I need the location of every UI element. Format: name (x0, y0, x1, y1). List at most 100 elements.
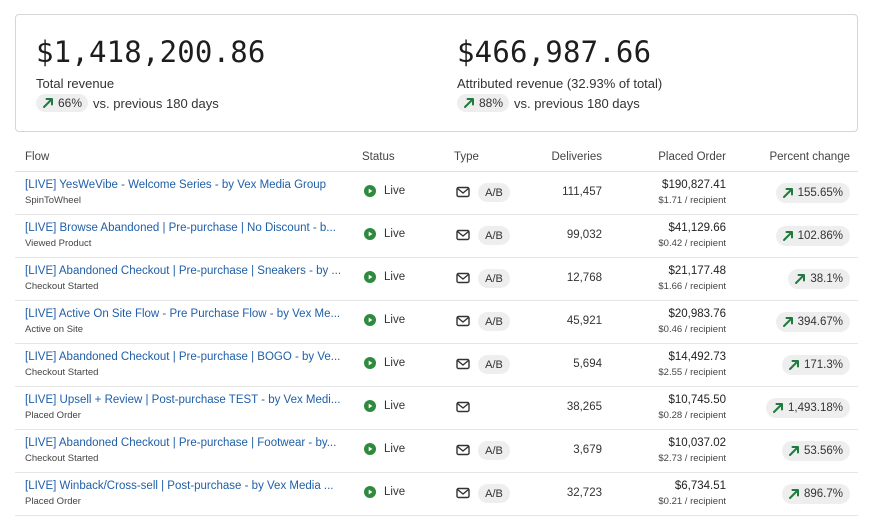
table-row[interactable]: [LIVE] Abandoned Checkout | Pre-purchase… (15, 344, 858, 387)
flow-name-link[interactable]: [LIVE] Active On Site Flow - Pre Purchas… (25, 308, 341, 320)
column-header-percent-change[interactable]: Percent change (769, 151, 850, 163)
attributed-revenue-label: Attributed revenue (32.93% of total) (457, 76, 663, 91)
flow-name-link[interactable]: [LIVE] Abandoned Checkout | Pre-purchase… (25, 265, 342, 277)
percent-change-badge: 896.7% (781, 484, 850, 504)
table-row[interactable]: [LIVE] YesWeVibe - Welcome Series - by V… (15, 172, 858, 215)
revenue-summary-card: $1,418,200.86 Total revenue 66% vs. prev… (15, 14, 858, 132)
email-icon (456, 401, 470, 413)
email-icon (456, 487, 470, 499)
flow-trigger: Checkout Started (25, 367, 99, 378)
per-recipient-value: $0.21 / recipient (658, 496, 726, 507)
ab-test-badge: A/B (478, 484, 510, 503)
play-circle-icon (364, 357, 376, 369)
percent-change-badge: 102.86% (775, 226, 850, 246)
change-badge: 66% (36, 94, 89, 112)
play-circle-icon (364, 314, 376, 326)
trend-up-arrow-icon (773, 403, 783, 413)
status-cell: Live (364, 185, 405, 197)
deliveries-value: 3,679 (573, 444, 602, 456)
play-circle-icon (364, 228, 376, 240)
placed-order-value: $10,037.02 (668, 437, 726, 449)
table-row[interactable]: [LIVE] Abandoned Checkout | Pre-purchase… (15, 258, 858, 301)
percent-change-cell: 102.86% (775, 226, 850, 247)
column-header-status[interactable]: Status (362, 151, 395, 163)
flow-name-link[interactable]: [LIVE] Abandoned Checkout | Pre-purchase… (25, 351, 341, 363)
attributed-revenue-change: 88% vs. previous 180 days (457, 94, 640, 112)
flow-trigger: Placed Order (25, 410, 81, 421)
table-row[interactable]: [LIVE] Winback/Cross-sell | Post-purchas… (15, 473, 858, 516)
email-icon (456, 358, 470, 370)
email-icon (456, 229, 470, 241)
flow-name-link[interactable]: [LIVE] YesWeVibe - Welcome Series - by V… (25, 179, 327, 191)
percent-change-cell: 394.67% (775, 312, 850, 333)
attributed-revenue-value: $466,987.66 (457, 35, 652, 69)
email-icon (456, 315, 470, 327)
status-text: Live (384, 185, 406, 197)
deliveries-value: 5,694 (573, 358, 602, 370)
ab-test-badge: A/B (478, 183, 510, 202)
status-text: Live (384, 443, 406, 455)
flow-name-link[interactable]: [LIVE] Winback/Cross-sell | Post-purchas… (25, 480, 334, 492)
percent-change-cell: 171.3% (781, 355, 850, 376)
flows-table: Flow Status Type Deliveries Placed Order… (15, 146, 858, 516)
deliveries-value: 38,265 (566, 401, 602, 413)
status-cell: Live (364, 400, 405, 412)
change-value: 66% (58, 96, 83, 110)
table-row[interactable]: [LIVE] Upsell + Review | Post-purchase T… (15, 387, 858, 430)
table-row[interactable]: [LIVE] Browse Abandoned | Pre-purchase |… (15, 215, 858, 258)
percent-change-badge: 394.67% (775, 312, 850, 332)
trend-up-arrow-icon (795, 274, 806, 284)
placed-order-value: $41,129.66 (668, 222, 726, 234)
percent-change-value: 155.65% (797, 187, 843, 199)
status-cell: Live (364, 357, 405, 369)
column-header-deliveries[interactable]: Deliveries (551, 151, 603, 163)
table-row[interactable]: [LIVE] Active On Site Flow - Pre Purchas… (15, 301, 858, 344)
table-row[interactable]: [LIVE] Abandoned Checkout | Pre-purchase… (15, 430, 858, 473)
trend-up-arrow-icon (782, 188, 793, 198)
trend-up-arrow-icon (464, 98, 474, 108)
status-text: Live (384, 486, 406, 498)
percent-change-cell: 53.56% (781, 441, 850, 462)
flow-name-link[interactable]: [LIVE] Upsell + Review | Post-purchase T… (25, 394, 341, 406)
percent-change-value: 102.86% (797, 230, 843, 242)
per-recipient-value: $0.46 / recipient (658, 324, 726, 335)
email-icon (456, 444, 470, 456)
change-value: 88% (479, 96, 504, 110)
flow-trigger: Checkout Started (25, 453, 99, 464)
flow-name-link[interactable]: [LIVE] Browse Abandoned | Pre-purchase |… (25, 222, 336, 234)
percent-change-cell: 1,493.18% (766, 398, 850, 419)
trend-up-arrow-icon (782, 231, 793, 241)
table-header: Flow Status Type Deliveries Placed Order… (15, 146, 858, 172)
status-text: Live (384, 228, 406, 240)
status-cell: Live (364, 314, 405, 326)
placed-order-value: $10,745.50 (668, 394, 726, 406)
flow-trigger: Checkout Started (25, 281, 99, 292)
ab-test-badge: A/B (478, 441, 510, 460)
ab-test-badge: A/B (478, 355, 510, 374)
status-text: Live (384, 400, 406, 412)
flow-name-link[interactable]: [LIVE] Abandoned Checkout | Pre-purchase… (25, 437, 337, 449)
per-recipient-value: $0.42 / recipient (658, 238, 726, 249)
percent-change-badge: 155.65% (775, 183, 850, 203)
percent-change-value: 171.3% (803, 359, 843, 371)
play-circle-icon (364, 400, 376, 412)
table-body: [LIVE] YesWeVibe - Welcome Series - by V… (15, 172, 858, 516)
deliveries-value: 12,768 (566, 272, 602, 284)
comparison-text: vs. previous 180 days (93, 95, 219, 111)
status-cell: Live (364, 443, 405, 455)
trend-up-arrow-icon (788, 360, 799, 370)
column-header-flow[interactable]: Flow (25, 151, 50, 163)
email-icon (456, 186, 470, 198)
percent-change-value: 394.67% (797, 316, 843, 328)
trend-up-arrow-icon (788, 446, 799, 456)
column-header-type[interactable]: Type (454, 151, 479, 163)
total-revenue-label: Total revenue (36, 76, 115, 91)
percent-change-cell: 896.7% (781, 484, 850, 505)
flow-trigger: Active on Site (25, 324, 84, 335)
percent-change-badge: 53.56% (781, 441, 850, 461)
column-header-placed-order[interactable]: Placed Order (658, 151, 726, 163)
play-circle-icon (364, 185, 376, 197)
percent-change-value: 1,493.18% (788, 402, 843, 414)
percent-change-cell: 155.65% (775, 183, 850, 204)
placed-order-value: $20,983.76 (668, 308, 726, 320)
